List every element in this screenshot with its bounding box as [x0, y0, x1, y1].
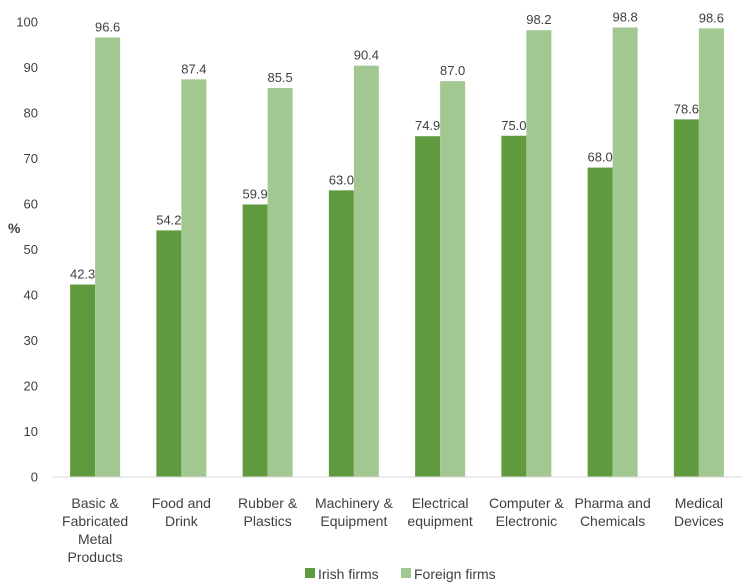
x-category-label: Machinery & Equipment	[315, 495, 393, 529]
y-axis-label: %	[8, 220, 21, 236]
bar-irish	[415, 136, 441, 477]
y-tick-label: 60	[24, 197, 38, 212]
bar-foreign	[526, 30, 552, 477]
data-label: 98.8	[612, 9, 637, 24]
legend-label-irish: Irish firms	[318, 566, 379, 582]
data-label: 98.6	[699, 10, 724, 25]
bar-irish	[673, 119, 699, 478]
bar-irish	[501, 135, 527, 477]
legend: Irish firms Foreign firms	[305, 566, 496, 582]
data-label: 87.4	[181, 61, 206, 76]
bar-irish	[242, 204, 268, 477]
data-label: 85.5	[267, 70, 292, 85]
bar-foreign	[698, 28, 724, 478]
x-category-label: Basic & Fabricated Metal Products	[62, 495, 128, 565]
data-label: 54.2	[156, 212, 181, 227]
y-tick-label: 90	[24, 60, 38, 75]
legend-label-foreign: Foreign firms	[414, 566, 496, 582]
x-category-label: Medical Devices	[674, 495, 724, 529]
data-label: 42.3	[70, 267, 95, 282]
data-label: 63.0	[329, 172, 354, 187]
y-tick-label: 30	[24, 333, 38, 348]
x-category-label: Electrical equipment	[407, 495, 472, 529]
x-category-label: Rubber & Plastics	[238, 495, 298, 529]
data-label: 68.0	[587, 150, 612, 165]
y-tick-label: 40	[24, 288, 38, 303]
x-category-label: Computer & Electronic	[489, 495, 564, 529]
bar-foreign	[267, 87, 293, 477]
y-tick-label: 20	[24, 379, 38, 394]
y-tick-label: 50	[24, 242, 38, 257]
data-label: 59.9	[242, 186, 267, 201]
data-label: 78.6	[674, 101, 699, 116]
y-axis: 0 10 20 30 40 50 60 70 80 90 100	[16, 15, 38, 485]
legend-swatch-irish	[305, 568, 315, 578]
data-label: 90.4	[354, 48, 379, 63]
y-tick-label: 80	[24, 106, 38, 121]
bar-irish	[587, 167, 613, 477]
y-tick-label: 100	[16, 15, 38, 30]
bars: 42.3 96.6 54.2 87.4 59.9 85.5 63.0 90.4 74.9 87.0…	[70, 9, 724, 478]
bar-foreign	[353, 65, 379, 478]
bar-foreign	[440, 81, 466, 478]
x-axis-categories: Basic & Fabricated Metal Products Food and Dr…	[62, 495, 724, 565]
bar-foreign	[181, 79, 207, 477]
y-tick-label: 70	[24, 151, 38, 166]
y-tick-label: 0	[31, 470, 38, 485]
data-label: 75.0	[501, 118, 526, 133]
data-label: 74.9	[415, 118, 440, 133]
bar-foreign	[95, 37, 121, 477]
y-tick-label: 10	[24, 424, 38, 439]
bar-irish	[328, 190, 354, 477]
x-category-label: Pharma and Chemicals	[574, 495, 650, 529]
bar-irish	[70, 284, 96, 477]
x-category-label: Food and Drink	[152, 495, 211, 529]
legend-swatch-foreign	[401, 568, 411, 578]
data-label: 98.2	[526, 12, 551, 27]
data-label: 96.6	[95, 19, 120, 34]
data-label: 87.0	[440, 63, 465, 78]
bar-irish	[156, 230, 182, 477]
bar-foreign	[612, 27, 638, 478]
